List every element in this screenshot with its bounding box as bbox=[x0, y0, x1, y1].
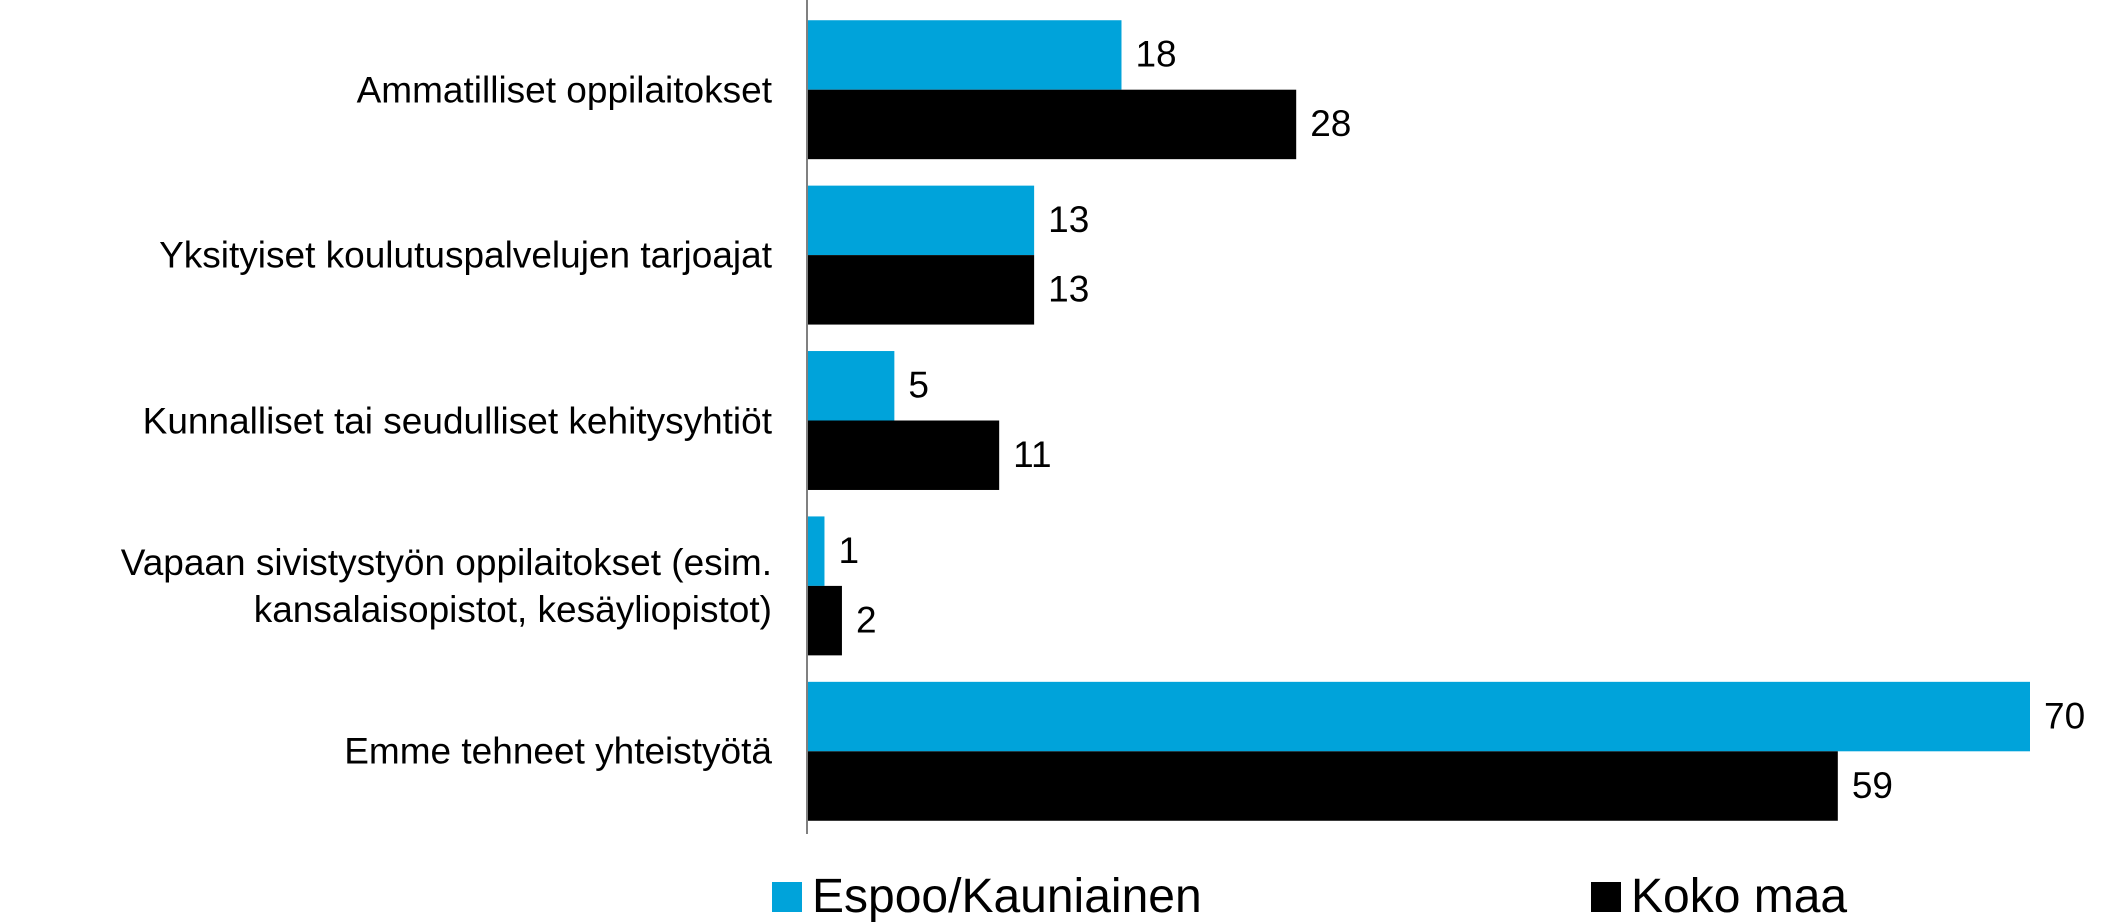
legend-label: Koko maa bbox=[1631, 870, 1848, 923]
category-label: Vapaan sivistystyön oppilaitokset (esim.… bbox=[120, 541, 772, 630]
value-label: 18 bbox=[1135, 34, 1176, 75]
legend-label: Espoo/Kauniainen bbox=[812, 870, 1202, 923]
bar bbox=[807, 351, 895, 421]
value-label: 70 bbox=[2044, 695, 2085, 736]
bar bbox=[807, 681, 2030, 752]
value-label: 1 bbox=[838, 530, 859, 571]
legend-item: Koko maa bbox=[1591, 872, 1847, 922]
bar bbox=[807, 585, 842, 656]
bar bbox=[807, 751, 1838, 821]
value-label: 13 bbox=[1048, 269, 1089, 310]
value-label: 13 bbox=[1048, 199, 1089, 240]
bar bbox=[807, 255, 1035, 325]
value-label: 11 bbox=[1013, 434, 1051, 475]
value-label: 59 bbox=[1852, 765, 1893, 806]
value-label: 5 bbox=[908, 365, 929, 406]
category-label: Emme tehneet yhteistyötä bbox=[344, 730, 772, 772]
bar bbox=[807, 185, 1035, 256]
legend-swatch bbox=[1591, 882, 1621, 912]
value-label: 2 bbox=[856, 599, 877, 640]
category-label: Yksityiset koulutuspalvelujen tarjoajat bbox=[159, 234, 772, 276]
category-label: Ammatilliset oppilaitokset bbox=[356, 69, 772, 111]
legend-item: Espoo/Kauniainen bbox=[772, 872, 1202, 922]
bar bbox=[807, 516, 825, 586]
value-label: 28 bbox=[1310, 103, 1351, 144]
bar bbox=[807, 89, 1297, 160]
category-label: Kunnalliset tai seudulliset kehitysyhtiö… bbox=[142, 400, 772, 441]
legend-swatch bbox=[772, 882, 802, 912]
bar bbox=[807, 20, 1122, 90]
bar bbox=[807, 420, 1000, 490]
